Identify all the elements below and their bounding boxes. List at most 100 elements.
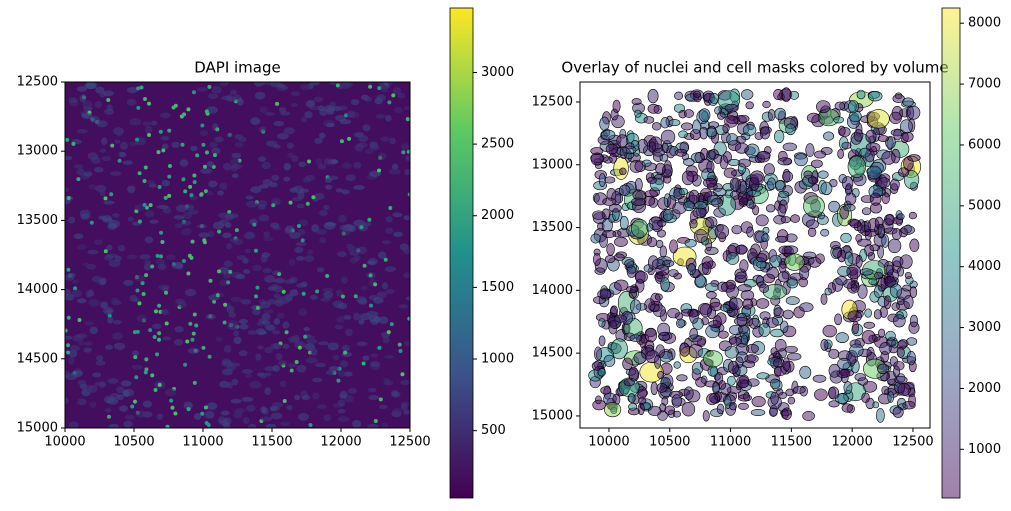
nucleus: [356, 341, 368, 347]
nucleus: [384, 354, 395, 360]
cell-mask: [744, 354, 759, 364]
y-tick-label: 12500: [17, 75, 58, 90]
nucleus: [313, 96, 324, 103]
cell-mask: [873, 309, 882, 320]
nucleus: [167, 193, 172, 198]
nucleus: [254, 91, 266, 100]
nucleus: [183, 189, 188, 194]
nucleus: [70, 344, 80, 352]
nucleus: [160, 308, 169, 316]
nucleus: [323, 291, 334, 299]
cell-mask: [769, 378, 781, 390]
cell-mask: [894, 375, 908, 384]
cell-mask: [881, 150, 896, 165]
cell-mask: [599, 116, 610, 131]
nucleus: [362, 124, 371, 132]
cell-mask: [720, 304, 731, 312]
nucleus: [108, 423, 119, 428]
nucleus: [265, 423, 277, 428]
nucleus: [187, 347, 200, 354]
nucleus: [328, 365, 340, 372]
nucleus: [157, 263, 167, 271]
nucleus: [403, 409, 410, 415]
cell-mask: [684, 239, 697, 248]
nucleus: [245, 200, 258, 208]
nucleus: [173, 215, 185, 220]
nucleus: [73, 286, 78, 291]
nucleus: [96, 355, 104, 362]
nucleus: [143, 263, 152, 271]
cell-mask: [837, 149, 845, 159]
y-tick-label: 13000: [17, 144, 58, 159]
nucleus: [190, 239, 195, 244]
nucleus: [127, 216, 134, 222]
nucleus: [357, 142, 368, 148]
nucleus: [89, 401, 97, 408]
cell-mask: [782, 142, 797, 152]
image: [65, 82, 410, 428]
nucleus: [343, 314, 352, 320]
cell-mask: [676, 374, 688, 382]
nucleus: [358, 319, 365, 325]
nucleus: [300, 238, 305, 243]
nucleus: [407, 192, 410, 197]
x-tick-label: 12000: [320, 435, 361, 450]
nucleus: [148, 183, 157, 188]
cell-mask: [777, 271, 790, 283]
cell-mask: [770, 347, 778, 356]
nucleus: [190, 337, 195, 342]
nucleus: [298, 228, 306, 236]
nucleus: [296, 203, 305, 209]
nucleus: [369, 144, 380, 151]
cell-mask: [653, 104, 663, 114]
colorbar-tick-label: 2000: [968, 381, 1001, 396]
nucleus: [286, 405, 293, 411]
cell-mask: [613, 279, 629, 291]
cell-mask: [681, 401, 696, 417]
nucleus: [161, 148, 166, 153]
nucleus: [65, 397, 69, 405]
cell-mask: [855, 254, 863, 268]
nucleus: [393, 106, 403, 114]
nucleus: [339, 394, 347, 399]
nucleus: [239, 324, 249, 330]
nucleus: [231, 173, 239, 179]
cell-mask: [755, 214, 769, 227]
nucleus: [142, 400, 153, 408]
cell-mask: [644, 190, 658, 198]
nucleus: [289, 289, 299, 297]
cell-mask: [628, 403, 638, 411]
cell-mask: [828, 363, 841, 378]
cell-mask: [844, 251, 854, 267]
nucleus: [255, 353, 262, 361]
nucleus: [185, 339, 190, 344]
nucleus: [107, 316, 114, 324]
nucleus: [243, 232, 256, 240]
y-tick-label: 14000: [17, 282, 58, 297]
nucleus: [275, 352, 283, 361]
nucleus: [341, 344, 350, 352]
cell-mask: [590, 233, 601, 244]
x-tick-label: 10000: [588, 435, 629, 450]
nucleus: [385, 216, 393, 223]
nucleus: [192, 173, 197, 178]
cell-mask: [787, 352, 802, 361]
nucleus: [84, 321, 95, 326]
nucleus: [208, 180, 218, 188]
nucleus: [260, 372, 267, 379]
nucleus: [196, 224, 208, 229]
cell-mask: [784, 345, 798, 354]
nucleus: [170, 405, 175, 410]
nucleus: [339, 119, 352, 125]
nucleus: [281, 289, 286, 294]
nucleus: [380, 85, 389, 93]
nucleus: [398, 304, 409, 309]
nucleus: [234, 134, 243, 140]
nucleus: [259, 106, 268, 114]
cell-mask: [861, 392, 870, 404]
cell-mask: [752, 205, 760, 216]
nucleus: [186, 107, 191, 112]
cell-mask: [820, 293, 828, 305]
nucleus: [381, 240, 392, 245]
nucleus: [255, 305, 260, 310]
